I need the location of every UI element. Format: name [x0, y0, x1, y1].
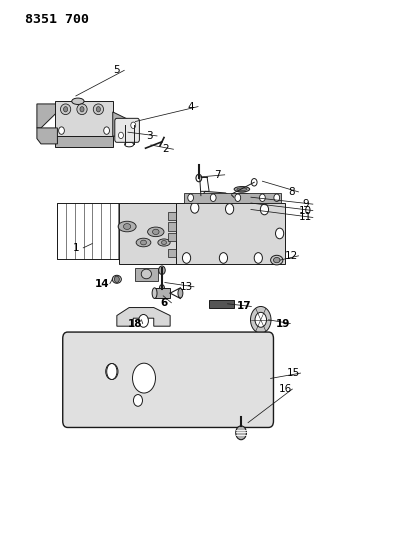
Ellipse shape — [270, 255, 282, 265]
Polygon shape — [119, 203, 184, 264]
Text: 14: 14 — [95, 279, 110, 288]
Circle shape — [250, 306, 270, 333]
Text: 17: 17 — [236, 302, 251, 311]
Polygon shape — [168, 233, 176, 241]
Text: 3: 3 — [146, 131, 153, 141]
Ellipse shape — [178, 288, 182, 298]
Text: 1: 1 — [72, 243, 79, 253]
Ellipse shape — [234, 200, 249, 205]
Circle shape — [259, 194, 265, 201]
Polygon shape — [112, 112, 129, 139]
Ellipse shape — [236, 188, 246, 190]
Text: 5: 5 — [113, 66, 120, 75]
Text: 15: 15 — [286, 368, 299, 378]
Ellipse shape — [157, 239, 170, 246]
Ellipse shape — [236, 195, 246, 197]
Circle shape — [225, 204, 233, 214]
Ellipse shape — [161, 240, 166, 245]
Ellipse shape — [77, 104, 87, 115]
Polygon shape — [168, 222, 176, 231]
FancyBboxPatch shape — [63, 332, 273, 427]
Text: 7: 7 — [213, 170, 220, 180]
Circle shape — [275, 228, 283, 239]
Circle shape — [118, 132, 123, 139]
Ellipse shape — [152, 229, 159, 235]
Circle shape — [235, 426, 246, 440]
Circle shape — [254, 312, 266, 327]
Ellipse shape — [72, 98, 84, 104]
Ellipse shape — [112, 276, 121, 284]
Polygon shape — [176, 203, 284, 264]
Circle shape — [190, 203, 198, 213]
Ellipse shape — [152, 288, 157, 298]
Circle shape — [133, 394, 142, 406]
Polygon shape — [184, 193, 280, 203]
Text: 4: 4 — [187, 102, 193, 111]
Polygon shape — [117, 308, 170, 326]
Ellipse shape — [118, 221, 136, 232]
Ellipse shape — [147, 227, 164, 237]
Ellipse shape — [136, 238, 151, 247]
Polygon shape — [200, 191, 234, 204]
Text: 11: 11 — [298, 213, 311, 222]
Ellipse shape — [93, 104, 103, 115]
Polygon shape — [37, 128, 57, 144]
Polygon shape — [55, 136, 112, 147]
Ellipse shape — [140, 240, 146, 245]
Circle shape — [132, 363, 155, 393]
Text: 8351 700: 8351 700 — [25, 13, 88, 26]
Circle shape — [106, 364, 118, 379]
Circle shape — [58, 127, 64, 134]
Circle shape — [96, 107, 100, 112]
Text: 12: 12 — [284, 251, 297, 261]
Ellipse shape — [236, 201, 246, 204]
FancyBboxPatch shape — [115, 118, 139, 142]
Circle shape — [159, 285, 164, 291]
Polygon shape — [154, 288, 170, 298]
Circle shape — [182, 253, 190, 263]
Text: 16: 16 — [278, 384, 291, 394]
Text: 6: 6 — [160, 298, 167, 308]
Circle shape — [63, 107, 67, 112]
Text: 2: 2 — [162, 144, 169, 154]
Ellipse shape — [273, 257, 279, 263]
Polygon shape — [168, 212, 176, 220]
Circle shape — [103, 127, 109, 134]
Polygon shape — [209, 300, 233, 308]
Ellipse shape — [123, 224, 130, 229]
Circle shape — [234, 194, 240, 201]
Circle shape — [260, 204, 268, 215]
Circle shape — [187, 194, 193, 201]
Ellipse shape — [234, 187, 249, 192]
Text: 18: 18 — [128, 319, 142, 328]
Circle shape — [130, 122, 135, 128]
Circle shape — [114, 276, 119, 282]
Circle shape — [138, 314, 148, 327]
Polygon shape — [135, 268, 157, 281]
Circle shape — [158, 266, 165, 274]
Circle shape — [254, 253, 262, 263]
Circle shape — [273, 194, 279, 201]
Text: 13: 13 — [180, 282, 193, 292]
Polygon shape — [168, 249, 176, 257]
Text: 8: 8 — [287, 187, 294, 197]
Circle shape — [196, 174, 201, 182]
Text: 9: 9 — [301, 199, 308, 209]
Polygon shape — [55, 101, 112, 136]
Circle shape — [210, 194, 216, 201]
Ellipse shape — [61, 104, 71, 115]
Circle shape — [251, 179, 256, 186]
Text: 19: 19 — [275, 319, 290, 328]
Text: 10: 10 — [298, 206, 311, 215]
Polygon shape — [37, 104, 57, 128]
Circle shape — [80, 107, 84, 112]
Ellipse shape — [141, 269, 151, 279]
Ellipse shape — [106, 364, 117, 379]
Circle shape — [219, 253, 227, 263]
Ellipse shape — [234, 193, 249, 198]
